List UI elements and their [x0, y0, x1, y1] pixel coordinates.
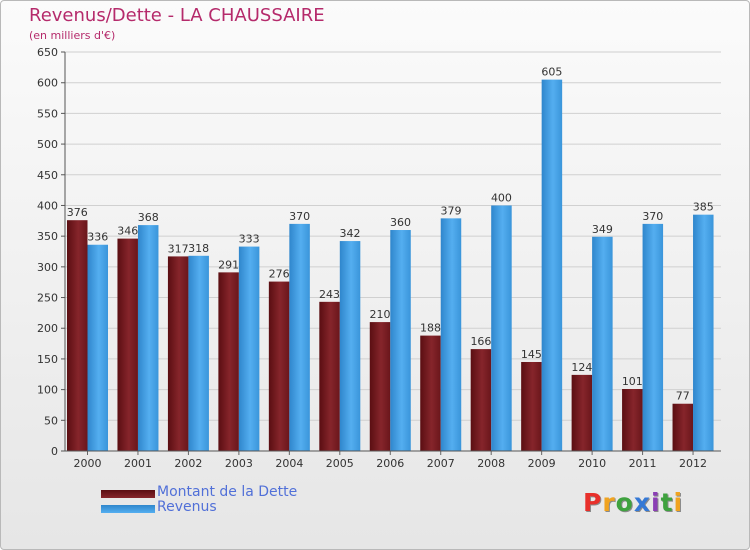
- logo-letter: P: [583, 488, 603, 517]
- data-label-revenue-2010: 349: [592, 223, 613, 236]
- y-tick-label-150: 150: [37, 353, 58, 366]
- bar-debt-2005: [319, 301, 340, 451]
- data-label-revenue-2012: 385: [693, 201, 714, 214]
- x-tick-label-2007: 2007: [427, 457, 455, 470]
- y-tick-label-500: 500: [37, 138, 58, 151]
- bar-revenue-2002: [188, 255, 209, 451]
- legend-swatch-debt: [101, 490, 155, 498]
- logo-letter: i: [673, 488, 684, 517]
- data-label-revenue-2001: 368: [138, 211, 159, 224]
- legend-label-revenue: Revenus: [157, 499, 217, 515]
- y-tick-label-50: 50: [44, 414, 58, 427]
- bar-debt-2007: [420, 335, 441, 451]
- y-tick-label-250: 250: [37, 292, 58, 305]
- bar-revenue-2010: [592, 236, 613, 451]
- data-label-debt-2012: 77: [676, 390, 690, 403]
- bar-debt-2009: [521, 361, 542, 451]
- bar-revenue-2004: [289, 223, 310, 451]
- data-label-revenue-2002: 318: [188, 242, 209, 255]
- logo-letter: t: [660, 488, 674, 517]
- y-tick-label-350: 350: [37, 230, 58, 243]
- bar-debt-2008: [470, 349, 492, 451]
- y-tick-label-400: 400: [37, 199, 58, 212]
- bar-revenue-2001: [137, 225, 159, 451]
- data-label-revenue-2005: 342: [340, 227, 361, 240]
- logo-letter: r: [602, 488, 616, 517]
- data-label-debt-2001: 346: [117, 225, 138, 238]
- legend-swatch-revenue: [101, 505, 155, 513]
- bar-debt-2004: [268, 281, 290, 451]
- data-label-debt-2005: 243: [319, 288, 340, 301]
- x-tick-label-2001: 2001: [124, 457, 152, 470]
- data-label-debt-2004: 276: [269, 268, 290, 281]
- y-tick-label-200: 200: [37, 322, 58, 335]
- x-tick-label-2006: 2006: [376, 457, 404, 470]
- bar-debt-2002: [167, 256, 189, 451]
- bar-revenue-2008: [491, 205, 512, 451]
- chart-title: Revenus/Dette - LA CHAUSSAIRE: [29, 5, 325, 26]
- y-tick-label-600: 600: [37, 77, 58, 90]
- bar-revenue-2006: [390, 230, 411, 451]
- y-tick-label-550: 550: [37, 107, 58, 120]
- bar-debt-2006: [369, 322, 391, 451]
- y-tick-label-300: 300: [37, 261, 58, 274]
- data-label-revenue-2004: 370: [289, 210, 310, 223]
- logo-letter: o: [615, 488, 634, 517]
- data-label-debt-2000: 376: [67, 206, 88, 219]
- x-tick-label-2005: 2005: [326, 457, 354, 470]
- data-label-debt-2010: 124: [571, 361, 592, 374]
- bar-debt-2011: [622, 389, 643, 451]
- bar-revenue-2012: [693, 214, 714, 451]
- x-tick-label-2010: 2010: [578, 457, 606, 470]
- data-label-revenue-2009: 605: [541, 66, 562, 79]
- logo-letter: x: [633, 488, 651, 517]
- bars-layer: [67, 79, 714, 451]
- bar-debt-2010: [571, 374, 593, 451]
- x-tick-label-2012: 2012: [679, 457, 707, 470]
- bar-debt-2012: [672, 403, 694, 451]
- bar-revenue-2000: [87, 244, 108, 451]
- x-tick-label-2003: 2003: [225, 457, 253, 470]
- bar-revenue-2007: [440, 218, 462, 451]
- data-label-debt-2002: 317: [168, 242, 189, 255]
- chart-subtitle: (en milliers d'€): [29, 29, 116, 42]
- bar-revenue-2005: [339, 241, 361, 451]
- data-label-debt-2011: 101: [622, 375, 643, 388]
- x-tick-label-2000: 2000: [74, 457, 102, 470]
- legend-label-debt: Montant de la Dette: [157, 484, 298, 500]
- data-label-revenue-2003: 333: [239, 233, 260, 246]
- y-tick-label-450: 450: [37, 169, 58, 182]
- data-label-revenue-2006: 360: [390, 216, 411, 229]
- bar-debt-2003: [218, 272, 239, 451]
- y-tick-label-0: 0: [51, 445, 58, 458]
- bar-revenue-2009: [541, 79, 563, 451]
- bar-revenue-2011: [642, 223, 664, 451]
- x-tick-label-2008: 2008: [477, 457, 505, 470]
- data-label-revenue-2007: 379: [440, 204, 461, 217]
- data-label-debt-2006: 210: [370, 308, 391, 321]
- x-tick-label-2004: 2004: [275, 457, 303, 470]
- data-label-debt-2007: 188: [420, 322, 441, 335]
- bar-debt-2000: [67, 220, 88, 451]
- x-tick-label-2002: 2002: [174, 457, 202, 470]
- data-label-debt-2003: 291: [218, 258, 239, 271]
- data-label-debt-2008: 166: [470, 335, 491, 348]
- data-label-debt-2009: 145: [521, 348, 542, 361]
- bar-debt-2001: [117, 238, 138, 451]
- x-tick-label-2009: 2009: [528, 457, 556, 470]
- axis-layer: 0 50 100 150 200 250 300 350 400 450 500 550 600 650 2…: [37, 46, 721, 470]
- proxiti-logo: Proxiti: [583, 488, 683, 517]
- data-label-revenue-2008: 400: [491, 191, 512, 204]
- data-label-revenue-2011: 370: [642, 210, 663, 223]
- x-tick-label-2011: 2011: [629, 457, 657, 470]
- logo-letter: i: [651, 488, 661, 517]
- y-tick-label-650: 650: [37, 46, 58, 59]
- bar-revenue-2003: [238, 246, 260, 451]
- data-label-revenue-2000: 336: [87, 231, 108, 244]
- y-tick-label-100: 100: [37, 384, 58, 397]
